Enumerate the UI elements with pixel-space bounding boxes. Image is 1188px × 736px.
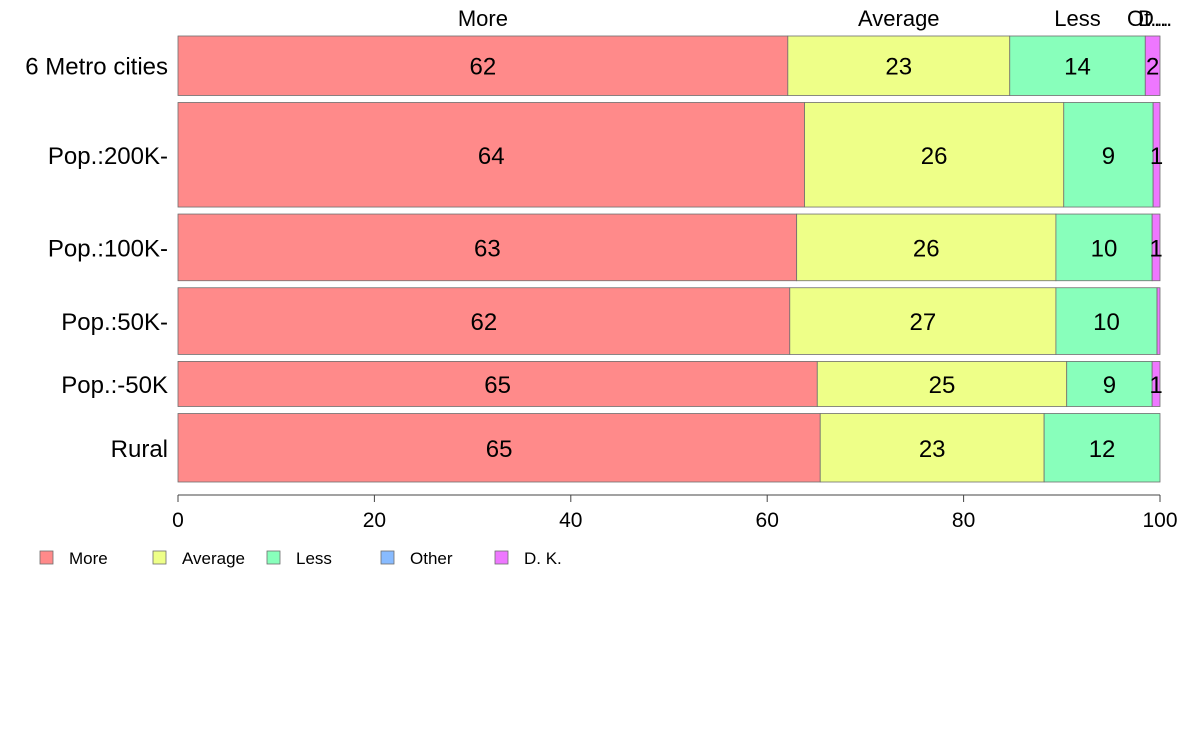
data-label: 25 [929, 372, 956, 399]
x-axis: 0 20 40 60 80 100 [172, 494, 1178, 532]
data-label: 26 [921, 143, 948, 170]
legend-swatch [266, 550, 281, 565]
data-label: 1 [1149, 235, 1162, 262]
bar-segment [1009, 35, 1146, 96]
bar-segment [1151, 361, 1161, 407]
top-category-label: D... [1138, 6, 1172, 31]
data-label: 65 [486, 436, 513, 463]
legend: More Average Less Other D. K. [39, 549, 562, 568]
bar-segment [1144, 35, 1161, 96]
bar-segment [819, 413, 1045, 483]
bar-segment [177, 413, 821, 483]
bar-segment [1043, 413, 1161, 483]
data-label: 63 [474, 235, 501, 262]
legend-swatch [152, 550, 167, 565]
bar-segment [804, 102, 1065, 208]
data-label: 64 [478, 143, 505, 170]
top-category-label: Less [1054, 6, 1100, 31]
bar-segment [796, 213, 1057, 282]
x-tick-label: 60 [756, 509, 779, 532]
bar-segment [1151, 213, 1161, 282]
bar-segment [1156, 287, 1161, 355]
data-label: 1 [1150, 143, 1163, 170]
data-label: 2 [1146, 54, 1159, 81]
top-category-label: More [458, 6, 508, 31]
bars-group: 62 23 14 2 64 26 9 1 63 26 10 1 62 27 10 65 25 9 1 65 23 12 [177, 35, 1163, 483]
bar-segment [816, 361, 1068, 407]
y-tick-label: Pop.:100K- [48, 235, 168, 262]
data-label: 1 [1149, 372, 1162, 399]
y-tick-label: Pop.:200K- [48, 143, 168, 170]
data-label: 14 [1064, 54, 1091, 81]
bar-segment [1066, 361, 1153, 407]
bar-segment [1055, 287, 1158, 355]
y-tick-label: Pop.:-50K [61, 372, 168, 399]
top-category-label: Average [858, 6, 940, 31]
top-category-label: Ot... [1127, 6, 1169, 31]
y-tick-label: 6 Metro cities [25, 54, 168, 81]
x-tick-label: 80 [952, 509, 975, 532]
legend-swatch [380, 550, 395, 565]
x-tick-label: 0 [172, 509, 184, 532]
bar-segment [177, 213, 798, 282]
legend-label: Average [182, 549, 245, 568]
data-label: 10 [1093, 309, 1120, 336]
data-label: 27 [909, 309, 936, 336]
data-label: 9 [1103, 372, 1116, 399]
data-label: 23 [919, 436, 946, 463]
x-tick-label: 20 [363, 509, 386, 532]
bar-segment [787, 35, 1011, 96]
legend-label: Other [410, 549, 453, 568]
data-label: 23 [885, 54, 912, 81]
y-tick-label: Pop.:50K- [61, 309, 168, 336]
y-axis-labels: 6 Metro cities Pop.:200K- Pop.:100K- Pop.:5… [25, 54, 168, 463]
data-label: 62 [471, 309, 498, 336]
legend-label: Less [296, 549, 332, 568]
data-label: 26 [913, 235, 940, 262]
legend-swatch [494, 550, 509, 565]
legend-swatch [39, 550, 54, 565]
y-tick-label: Rural [111, 436, 168, 463]
top-category-labels: More Average Less Ot...D... [458, 6, 1172, 31]
x-tick-label: 100 [1142, 509, 1177, 532]
x-tick-label: 40 [559, 509, 582, 532]
legend-label: More [69, 549, 108, 568]
bar-segment [1055, 213, 1153, 282]
data-label: 9 [1102, 143, 1115, 170]
data-label: 10 [1091, 235, 1118, 262]
data-label: 12 [1089, 436, 1116, 463]
data-label: 62 [470, 54, 497, 81]
bar-segment [177, 102, 805, 208]
bar-segment [1063, 102, 1154, 208]
data-label: 65 [484, 372, 511, 399]
bar-segment [177, 361, 818, 407]
bar-segment [177, 35, 789, 96]
legend-label: D. K. [524, 549, 562, 568]
bar-segment [177, 287, 791, 355]
bar-segment [1152, 102, 1161, 208]
